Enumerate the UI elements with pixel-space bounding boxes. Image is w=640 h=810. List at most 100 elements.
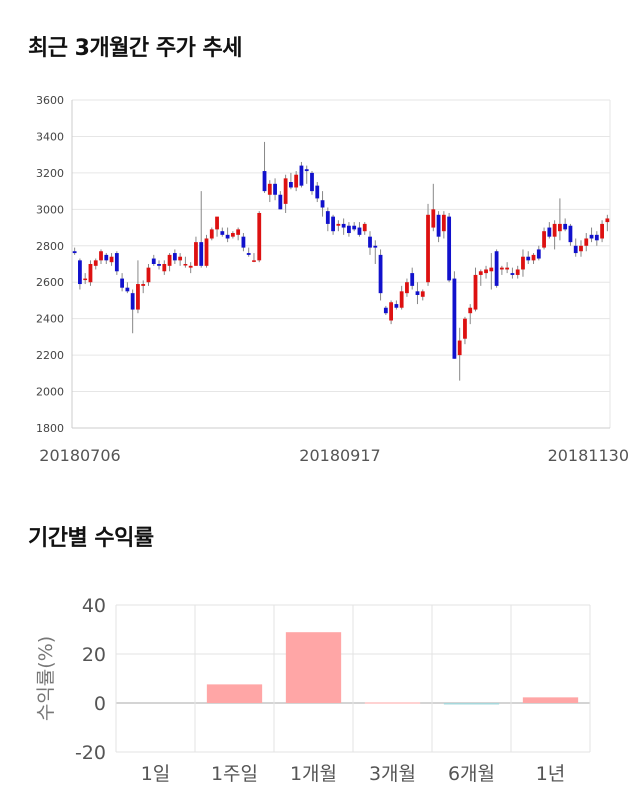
candle-body xyxy=(389,302,394,321)
candle-body xyxy=(484,269,488,274)
candle-body xyxy=(526,256,531,261)
candle-body xyxy=(204,238,209,266)
x-tick-label: 20181130 xyxy=(548,446,629,465)
candle-body xyxy=(584,238,589,246)
y-axis-title: 수익률(%) xyxy=(35,636,57,721)
candle-body xyxy=(252,260,256,262)
candle-body xyxy=(199,242,204,266)
candle-body xyxy=(294,174,299,188)
candle-body xyxy=(341,223,346,228)
candle-body xyxy=(72,251,77,254)
candle-body xyxy=(547,227,552,237)
candle-body xyxy=(452,278,457,359)
candle-body xyxy=(320,200,325,208)
candle-body xyxy=(557,223,562,232)
candle-body xyxy=(120,278,125,288)
return-bar xyxy=(443,703,500,705)
y-tick-label: 3400 xyxy=(36,130,64,143)
candle-body xyxy=(420,291,425,297)
candle-body xyxy=(362,223,367,232)
candle-body xyxy=(521,256,525,270)
candle-body xyxy=(499,267,504,270)
candle-body xyxy=(347,225,351,234)
candle-body xyxy=(188,265,193,268)
candle-body xyxy=(589,234,594,239)
x-category-label: 6개월 xyxy=(448,763,495,785)
candle-body xyxy=(542,231,546,248)
candle-body xyxy=(579,245,583,252)
candle-body xyxy=(489,267,494,272)
candle-body xyxy=(494,251,499,286)
candle-body xyxy=(352,225,357,230)
y-tick-label: 1800 xyxy=(36,422,64,435)
candle-body xyxy=(536,249,541,259)
y-tick-label: 40 xyxy=(82,595,106,617)
x-category-label: 3개월 xyxy=(369,763,416,785)
return-bar xyxy=(285,632,342,703)
candle-body xyxy=(109,256,114,263)
y-tick-label: 3600 xyxy=(36,94,64,107)
candle-body xyxy=(209,229,214,239)
candle-body xyxy=(136,284,140,310)
candle-body xyxy=(78,260,82,285)
candle-body xyxy=(399,291,404,308)
candle-body xyxy=(167,254,172,266)
candle-body xyxy=(325,211,330,224)
candle-body xyxy=(125,287,130,292)
candle-body xyxy=(457,340,462,356)
y-tick-label: 20 xyxy=(82,644,106,666)
candle-body xyxy=(172,253,177,261)
returns-title: 기간별 수익률 xyxy=(28,526,154,551)
y-tick-label: 0 xyxy=(94,693,106,715)
candle-body xyxy=(273,183,277,195)
candle-body xyxy=(220,231,225,235)
candle-body xyxy=(236,229,241,235)
candle-body xyxy=(331,216,335,232)
candle-body xyxy=(431,209,436,228)
period-returns-chart: 40 20 0 -20 1일 1주일 1개월 3개월 6개월 1년 수익률(%) xyxy=(35,595,591,785)
y-tick-label: 2000 xyxy=(36,386,64,399)
candle-body xyxy=(410,273,415,286)
candle-body xyxy=(241,236,246,248)
candle-body xyxy=(83,278,88,281)
candle-body xyxy=(88,264,93,283)
candle-body xyxy=(383,307,388,314)
candle-body xyxy=(568,225,573,243)
price-trend-chart: 1800 2000 2200 2400 2600 2800 3000 3200 3400 3600… xyxy=(36,94,629,465)
x-tick-label: 20180706 xyxy=(39,446,120,465)
candle-body xyxy=(468,307,473,314)
candle-body xyxy=(162,264,167,272)
candle-body xyxy=(594,234,599,241)
y-tick-label: -20 xyxy=(75,742,106,764)
candle-body xyxy=(505,267,510,270)
candle-body xyxy=(257,212,262,261)
candle-body xyxy=(552,223,557,237)
candle-body xyxy=(315,185,320,199)
candle-body xyxy=(246,253,251,255)
candle-body xyxy=(515,269,520,275)
candle-body xyxy=(510,273,515,275)
y-tick-label: 2800 xyxy=(36,240,64,253)
candle-body xyxy=(104,254,109,261)
candle-body xyxy=(230,233,235,237)
candle-body xyxy=(463,318,467,339)
candle-body xyxy=(600,223,604,239)
y-tick-label: 2400 xyxy=(36,313,64,326)
candle-body xyxy=(415,291,420,295)
candle-body xyxy=(447,216,452,281)
candle-body xyxy=(478,271,483,275)
x-tick-label: 20180917 xyxy=(299,446,380,465)
candle-body xyxy=(563,223,568,230)
x-category-label: 1주일 xyxy=(211,763,258,785)
candle-body xyxy=(304,169,309,172)
candle-body xyxy=(183,264,188,266)
candle-body xyxy=(130,293,135,310)
candle-body xyxy=(605,218,610,223)
candle-body xyxy=(310,172,314,192)
candle-body xyxy=(288,182,293,188)
candle-body xyxy=(378,254,383,294)
candle-body xyxy=(336,223,341,226)
candle-body xyxy=(194,242,198,266)
candle-body xyxy=(357,227,362,235)
candle-body xyxy=(99,251,103,261)
